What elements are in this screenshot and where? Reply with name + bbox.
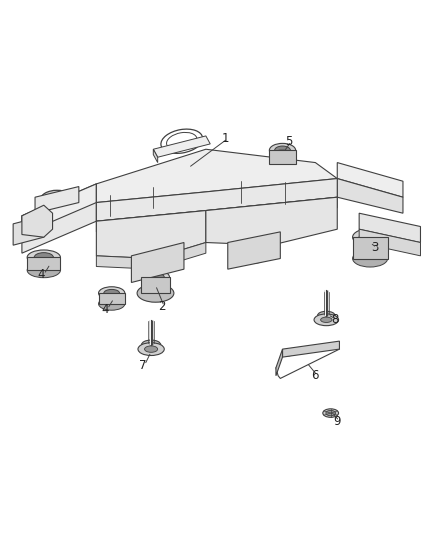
Ellipse shape [34, 253, 53, 262]
Polygon shape [359, 213, 420, 243]
Ellipse shape [40, 190, 74, 209]
Ellipse shape [314, 314, 339, 326]
Ellipse shape [269, 157, 296, 171]
Ellipse shape [99, 297, 125, 310]
Polygon shape [206, 197, 337, 245]
Ellipse shape [147, 273, 164, 281]
Polygon shape [96, 197, 337, 232]
Polygon shape [96, 179, 337, 221]
Polygon shape [99, 293, 125, 304]
Text: 5: 5 [286, 135, 293, 148]
Text: 9: 9 [333, 415, 341, 427]
Ellipse shape [353, 229, 388, 246]
Ellipse shape [161, 129, 203, 154]
Polygon shape [27, 257, 60, 270]
Ellipse shape [242, 244, 266, 260]
Ellipse shape [139, 252, 176, 276]
Ellipse shape [311, 201, 320, 206]
Ellipse shape [141, 270, 170, 284]
Ellipse shape [286, 186, 301, 198]
Ellipse shape [138, 343, 164, 356]
Polygon shape [276, 349, 283, 376]
Ellipse shape [326, 410, 336, 416]
Ellipse shape [155, 179, 177, 194]
Polygon shape [337, 179, 403, 213]
Text: 4: 4 [101, 303, 109, 316]
Ellipse shape [141, 286, 170, 300]
Ellipse shape [359, 232, 381, 243]
Polygon shape [353, 237, 388, 259]
Text: 1: 1 [222, 132, 230, 145]
Polygon shape [269, 150, 296, 164]
Ellipse shape [145, 256, 170, 272]
Polygon shape [35, 187, 79, 213]
Polygon shape [283, 341, 339, 357]
Polygon shape [13, 216, 44, 245]
Polygon shape [153, 149, 158, 163]
Polygon shape [22, 184, 96, 235]
Ellipse shape [193, 205, 201, 211]
Polygon shape [141, 277, 170, 293]
Ellipse shape [381, 228, 407, 241]
Ellipse shape [137, 284, 174, 302]
Polygon shape [337, 163, 403, 197]
Ellipse shape [386, 230, 402, 239]
Ellipse shape [27, 250, 60, 265]
Polygon shape [96, 211, 206, 259]
Ellipse shape [237, 172, 272, 196]
Ellipse shape [166, 132, 197, 150]
Ellipse shape [145, 346, 158, 352]
Ellipse shape [27, 263, 60, 278]
Text: 3: 3 [371, 241, 378, 254]
Ellipse shape [321, 344, 332, 349]
Polygon shape [96, 243, 206, 269]
Ellipse shape [46, 193, 68, 206]
Ellipse shape [353, 250, 388, 267]
Polygon shape [22, 205, 53, 237]
Polygon shape [131, 243, 184, 282]
Polygon shape [96, 149, 337, 203]
Ellipse shape [127, 211, 136, 216]
Ellipse shape [122, 193, 141, 207]
Ellipse shape [149, 175, 184, 198]
Polygon shape [228, 232, 280, 269]
Ellipse shape [275, 146, 290, 155]
Polygon shape [153, 136, 210, 157]
Text: 6: 6 [311, 369, 319, 382]
Polygon shape [359, 229, 420, 256]
Ellipse shape [104, 289, 120, 297]
Ellipse shape [141, 340, 161, 350]
Ellipse shape [283, 352, 292, 356]
Ellipse shape [318, 311, 335, 320]
Ellipse shape [52, 197, 62, 203]
Ellipse shape [323, 409, 339, 417]
Ellipse shape [258, 203, 267, 208]
Text: 2: 2 [158, 300, 166, 313]
Polygon shape [22, 184, 96, 253]
Ellipse shape [269, 143, 296, 157]
Ellipse shape [99, 287, 125, 300]
Ellipse shape [243, 176, 265, 191]
Ellipse shape [236, 240, 272, 263]
Ellipse shape [15, 221, 42, 240]
Ellipse shape [201, 191, 219, 204]
Ellipse shape [272, 150, 293, 161]
Text: 8: 8 [332, 313, 339, 326]
Text: 4: 4 [38, 268, 46, 281]
Text: 7: 7 [138, 359, 146, 372]
Ellipse shape [21, 225, 36, 236]
Ellipse shape [321, 317, 332, 322]
